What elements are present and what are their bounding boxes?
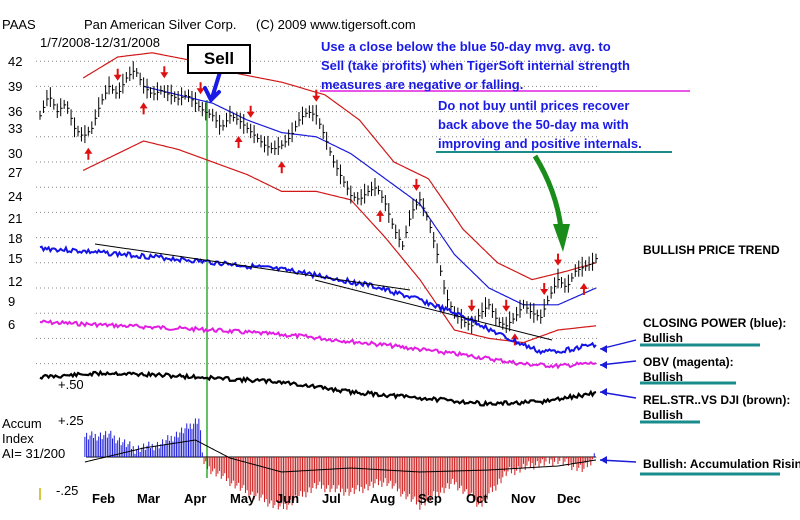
company-name: Pan American Silver Corp.: [84, 17, 237, 32]
copyright: (C) 2009 www.tigersoft.com: [256, 17, 416, 32]
note-line: Sell (take profits) when TigerSoft inter…: [321, 58, 630, 73]
buy-signal-arrow: [376, 209, 385, 222]
x-tick: Aug: [370, 491, 396, 506]
sell-signal-arrow: [467, 299, 476, 312]
lower-band-line: [82, 140, 597, 344]
closing-power-status: Bullish: [643, 331, 684, 345]
accum-note: Bullish: Accumulation Rising: [643, 457, 800, 471]
note-buy-rule: Do not buy until prices recover back abo…: [438, 96, 642, 153]
buy-signal-arrow: [139, 102, 148, 115]
accum-value: AI= 31/200: [2, 446, 66, 461]
sell-signal-arrow: [540, 283, 549, 295]
note-line: improving and positive internals.: [438, 136, 642, 151]
accum-index: Index: [2, 431, 34, 446]
note-line: measures are negative or falling.: [321, 77, 524, 92]
sell-callout-arrow: [203, 70, 222, 104]
y-tick: 24: [8, 189, 23, 204]
y-tick: 39: [8, 79, 23, 94]
buy-signal-arrow: [579, 283, 588, 295]
sell-signal-arrow: [196, 82, 205, 95]
buy-signal-arrow: [234, 136, 243, 148]
obv-label: OBV (magenta):: [643, 355, 734, 369]
sell-signal-arrow: [554, 253, 563, 266]
trend-label: BULLISH PRICE TREND: [643, 243, 780, 257]
x-tick: Feb: [92, 491, 116, 506]
date-range: 1/7/2008-12/31/2008: [40, 35, 160, 50]
buy-signal-arrow: [277, 161, 286, 174]
obv-line: [39, 319, 597, 370]
obv-status: Bullish: [643, 370, 684, 384]
note-line: Use a close below the blue 50-day mvg. a…: [321, 39, 611, 54]
x-tick: May: [230, 491, 256, 506]
x-tick: Jul: [322, 491, 341, 506]
closing-power-trendline: [94, 243, 411, 291]
closing-power-trendline: [314, 279, 553, 341]
x-tick: Mar: [137, 491, 161, 506]
sell-signal-arrow: [246, 105, 255, 118]
y-tick: 30: [8, 146, 23, 161]
y-tick: 36: [8, 104, 23, 119]
ma50-line: [143, 85, 597, 306]
sell-signal-arrow: [312, 89, 321, 102]
accum-title: Accum: [2, 416, 42, 431]
buy-signal-arrow: [84, 147, 93, 160]
y-tick: 9: [8, 294, 16, 309]
sell-signal-arrow: [113, 68, 122, 81]
y-tick: 15: [8, 251, 23, 266]
relstr-label: REL.STR..VS DJI (brown):: [643, 393, 791, 407]
closing-power-line: [39, 245, 597, 356]
sell-signal-arrow: [160, 66, 169, 79]
relstr-status: Bullish: [643, 408, 684, 422]
y-tick: 27: [8, 165, 23, 180]
x-tick: Oct: [466, 491, 488, 506]
sec-tick: +.25: [58, 413, 84, 428]
label-pointer-arrowhead: [600, 456, 607, 464]
buy-callout-arrowhead: [553, 224, 570, 252]
label-pointer-arrowhead: [600, 388, 607, 396]
relstr-line: [39, 369, 597, 407]
label-pointer-arrowhead: [600, 361, 607, 369]
ticker-symbol: PAAS: [2, 17, 36, 32]
sec-tick: -.25: [56, 483, 79, 498]
y-tick: 6: [8, 317, 16, 332]
sell-signal-arrow: [412, 178, 421, 191]
y-tick: 12: [8, 274, 23, 289]
x-tick: Nov: [511, 491, 536, 506]
sell-label: Sell: [187, 44, 251, 74]
note-sell-rule: Use a close below the blue 50-day mvg. a…: [321, 37, 630, 94]
sec-tick: +.50: [58, 377, 84, 392]
x-tick: Dec: [557, 491, 581, 506]
y-tick: 33: [8, 121, 23, 136]
note-line: Do not buy until prices recover: [438, 98, 630, 113]
note-line: back above the 50-day ma with: [438, 117, 629, 132]
label-pointer-arrowhead: [600, 345, 607, 353]
accum-average-line: [84, 439, 597, 473]
buy-callout-arrow: [532, 154, 564, 229]
x-tick: Sep: [418, 491, 442, 506]
y-tick: 42: [8, 54, 23, 69]
x-tick: Apr: [184, 491, 207, 506]
y-tick: 21: [8, 211, 23, 226]
upper-band-line: [82, 52, 597, 281]
sell-signal-arrow: [502, 299, 511, 312]
y-tick: 18: [8, 231, 23, 246]
x-tick: Jun: [276, 491, 300, 506]
closing-power-label: CLOSING POWER (blue):: [643, 316, 787, 330]
